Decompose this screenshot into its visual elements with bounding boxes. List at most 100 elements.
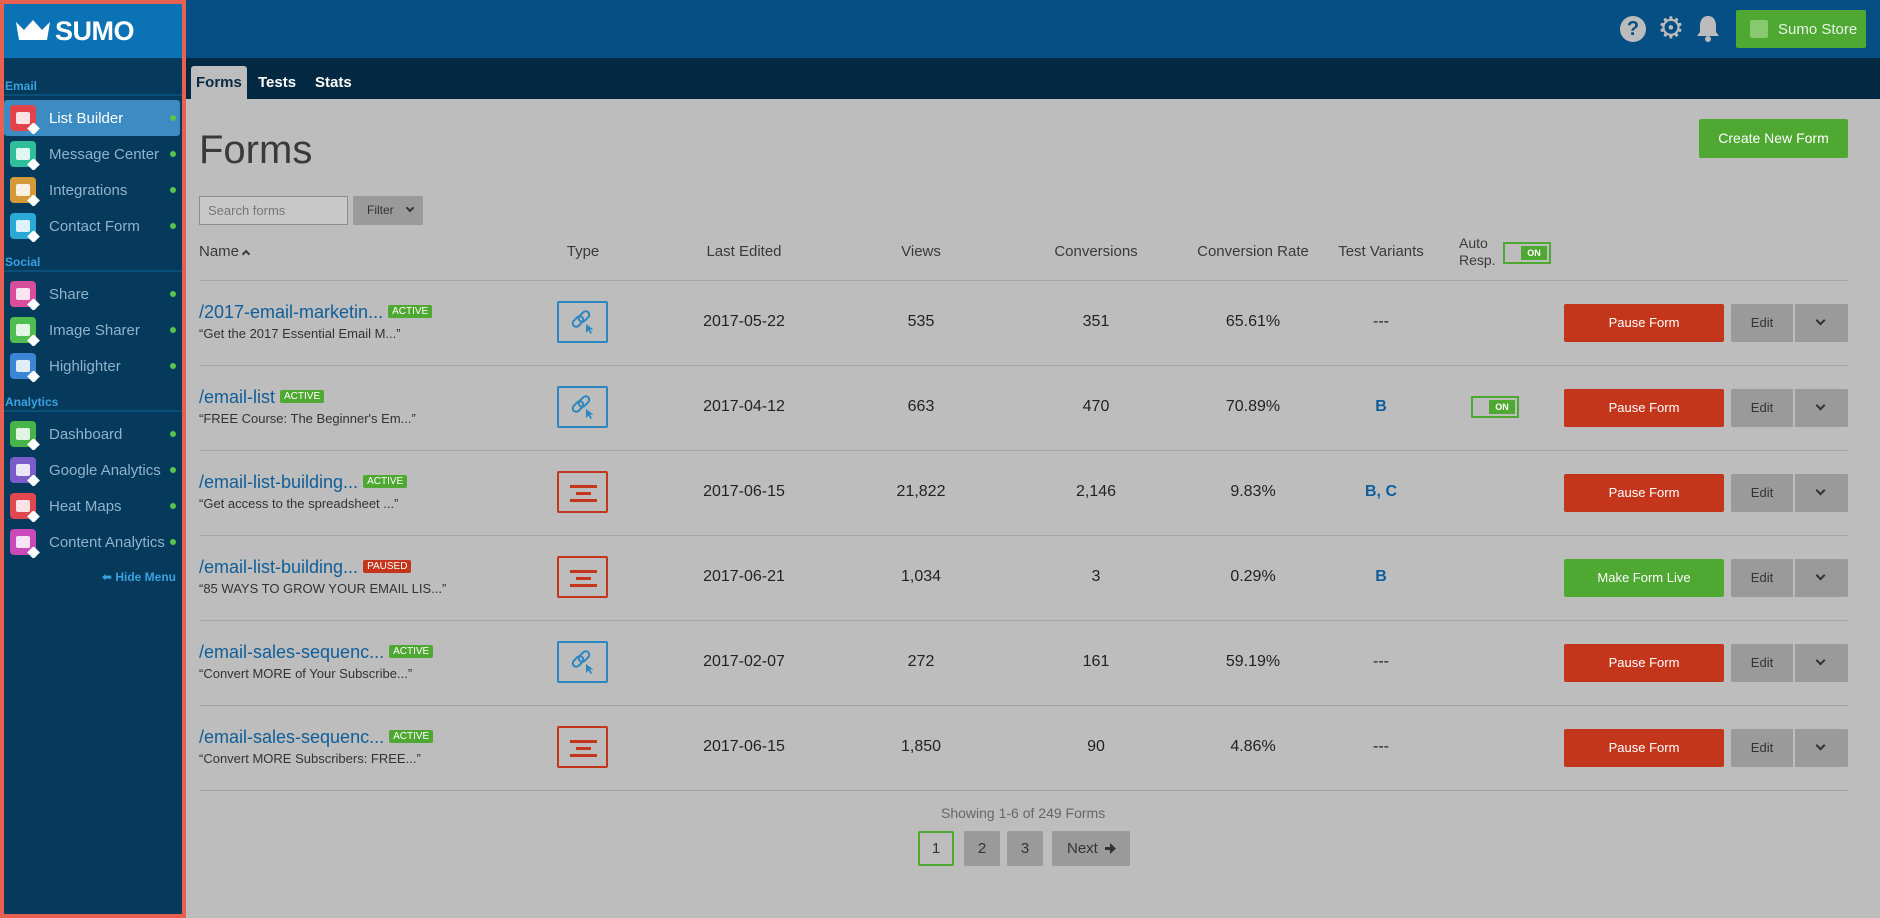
bar-glyph-line — [570, 754, 597, 757]
heart-badge-icon — [27, 474, 40, 487]
page-button-2[interactable]: 2 — [964, 831, 1000, 866]
form-name-link[interactable]: /email-list-building... PAUSED — [199, 557, 412, 578]
page-button-3[interactable]: 3 — [1007, 831, 1043, 866]
table-row[interactable]: /email-list-building... ACTIVE “Get access… — [199, 450, 1848, 535]
test-variants-cell: --- — [1373, 653, 1389, 670]
pause-form-button[interactable]: Pause Form — [1564, 729, 1724, 767]
link-type-icon — [557, 386, 608, 428]
edit-button[interactable]: Edit — [1731, 559, 1793, 597]
sidebar-item-dashboard[interactable]: Dashboard — [4, 416, 180, 452]
test-variants-cell[interactable]: B — [1375, 568, 1387, 585]
test-variants-cell[interactable]: B, C — [1365, 483, 1397, 500]
form-name: /email-sales-sequenc... — [199, 727, 385, 747]
pause-form-button[interactable]: Pause Form — [1564, 389, 1724, 427]
form-subtitle: “Convert MORE Subscribers: FREE...” — [199, 751, 421, 766]
status-badge: ACTIVE — [389, 729, 434, 743]
store-label: Sumo Store — [1778, 20, 1858, 38]
bar-glyph-line — [576, 577, 591, 580]
page-button-1[interactable]: 1 — [918, 831, 954, 866]
form-name-link[interactable]: /email-sales-sequenc... ACTIVE — [199, 727, 434, 748]
status-dot — [170, 151, 176, 157]
edit-button[interactable]: Edit — [1731, 304, 1793, 342]
search-input[interactable] — [199, 196, 348, 225]
sidebar: SUMO Email List Builder Message Center Inte… — [0, 0, 186, 918]
more-options-button[interactable] — [1795, 389, 1848, 427]
help-icon[interactable]: ? — [1620, 16, 1646, 42]
next-page-button[interactable]: Next — [1052, 831, 1130, 866]
sidebar-section-heading: Social — [5, 255, 41, 269]
sidebar-item-integrations[interactable]: Integrations — [4, 172, 180, 208]
more-options-button[interactable] — [1795, 474, 1848, 512]
table-row[interactable]: /email-sales-sequenc... ACTIVE “Convert MO… — [199, 620, 1848, 705]
filter-button[interactable]: Filter — [353, 196, 423, 225]
tab-stats[interactable]: Stats — [315, 74, 352, 91]
sidebar-item-image-sharer[interactable]: Image Sharer — [4, 312, 180, 348]
sidebar-item-label: Google Analytics — [49, 461, 161, 479]
sidebar-item-heat-maps[interactable]: Heat Maps — [4, 488, 180, 524]
arrow-left-icon: ⬅ — [101, 570, 112, 584]
auto-resp-master-toggle[interactable]: ON — [1503, 242, 1551, 264]
auto-resp-toggle[interactable]: ON — [1471, 396, 1519, 418]
pause-form-button[interactable]: Pause Form — [1564, 644, 1724, 682]
sidebar-item-label: Share — [49, 285, 90, 303]
auto-resp-label-line1: Auto — [1459, 235, 1488, 251]
conversion-rate-cell: 65.61% — [1225, 313, 1281, 330]
sidebar-item-share[interactable]: Share — [4, 276, 180, 312]
col-header-name[interactable]: Name — [199, 243, 251, 260]
dashboard-icon — [10, 421, 40, 451]
sort-asc-icon — [241, 249, 251, 259]
table-row[interactable]: /email-sales-sequenc... ACTIVE “Convert MO… — [199, 705, 1848, 790]
table-row[interactable]: /email-list-building... PAUSED “85 WAYS TO… — [199, 535, 1848, 620]
row-divider — [199, 705, 1848, 706]
more-options-button[interactable] — [1795, 729, 1848, 767]
edit-button[interactable]: Edit — [1731, 474, 1793, 512]
form-name-link[interactable]: /email-sales-sequenc... ACTIVE — [199, 642, 434, 663]
edit-button[interactable]: Edit — [1731, 644, 1793, 682]
form-subtitle: “Get the 2017 Essential Email M...” — [199, 326, 401, 341]
status-dot — [170, 187, 176, 193]
sidebar-item-contact-form[interactable]: Contact Form — [4, 208, 180, 244]
bell-icon[interactable] — [1696, 14, 1720, 42]
form-name-link[interactable]: /email-list-building... ACTIVE — [199, 472, 408, 493]
sidebar-item-google-analytics[interactable]: Google Analytics — [4, 452, 180, 488]
create-new-form-button[interactable]: Create New Form — [1699, 119, 1848, 158]
status-dot — [170, 539, 176, 545]
last-edited-cell: 2017-06-21 — [703, 568, 785, 585]
form-subtitle: “85 WAYS TO GROW YOUR EMAIL LIS...” — [199, 581, 447, 596]
form-name-link[interactable]: /2017-email-marketin... ACTIVE — [199, 302, 433, 323]
sidebar-item-list-builder[interactable]: List Builder — [4, 100, 180, 136]
form-name-link[interactable]: /email-list ACTIVE — [199, 387, 325, 408]
sidebar-item-highlighter[interactable]: Highlighter — [4, 348, 180, 384]
edit-button[interactable]: Edit — [1731, 729, 1793, 767]
last-edited-cell: 2017-06-15 — [703, 738, 785, 755]
hide-menu-link[interactable]: ⬅ Hide Menu — [4, 570, 182, 584]
message-center-icon — [10, 141, 40, 171]
logo[interactable]: SUMO — [4, 4, 182, 58]
sidebar-item-message-center[interactable]: Message Center — [4, 136, 180, 172]
tab-forms[interactable]: Forms — [191, 66, 247, 99]
table-row[interactable]: /2017-email-marketin... ACTIVE “Get the 20… — [199, 280, 1848, 365]
sumo-store-button[interactable]: Sumo Store — [1736, 10, 1866, 48]
heart-badge-icon — [27, 158, 40, 171]
more-options-button[interactable] — [1795, 304, 1848, 342]
more-options-button[interactable] — [1795, 644, 1848, 682]
test-variants-cell[interactable]: B — [1375, 398, 1387, 415]
sidebar-divider — [4, 270, 182, 272]
pause-form-button[interactable]: Pause Form — [1564, 474, 1724, 512]
chevron-down-icon — [1815, 485, 1826, 496]
edit-button[interactable]: Edit — [1731, 389, 1793, 427]
status-dot — [170, 115, 176, 121]
logo-text: SUMO — [55, 15, 135, 46]
test-variants-cell: --- — [1373, 313, 1389, 330]
make-form-live-button[interactable]: Make Form Live — [1564, 559, 1724, 597]
tab-tests[interactable]: Tests — [258, 74, 297, 91]
more-options-button[interactable] — [1795, 559, 1848, 597]
pause-form-button[interactable]: Pause Form — [1564, 304, 1724, 342]
gear-icon[interactable]: ⚙ — [1657, 12, 1685, 45]
sidebar-item-label: Image Sharer — [49, 321, 140, 339]
sidebar-item-content-analytics[interactable]: Content Analytics — [4, 524, 180, 560]
table-row[interactable]: /email-list ACTIVE “FREE Course: The Begin… — [199, 365, 1848, 450]
bar-glyph-line — [570, 570, 597, 573]
crown-logo-icon — [16, 20, 50, 40]
auto-resp-label-line2: Resp. — [1459, 252, 1496, 268]
